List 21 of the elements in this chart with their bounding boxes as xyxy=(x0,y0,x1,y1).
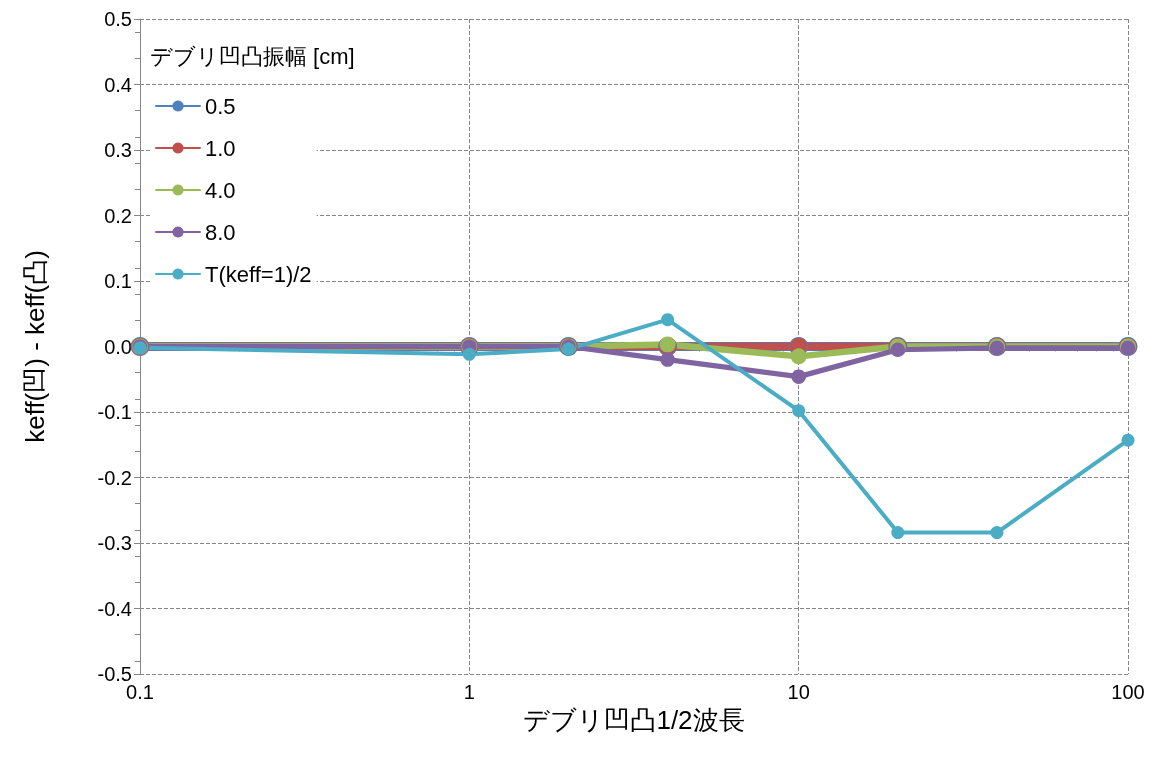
y-tick-label: 0.3 xyxy=(104,139,132,161)
y-tick-label: -0.2 xyxy=(97,466,132,489)
y-tick-label: 0.0 xyxy=(104,335,132,358)
y-tick-label: 0.1 xyxy=(104,270,132,292)
legend-label: 8.0 xyxy=(205,219,236,245)
y-tick-label: 0.4 xyxy=(104,73,132,96)
y-tick-label: -0.4 xyxy=(97,597,132,620)
legend-label: 1.0 xyxy=(205,135,236,161)
x-tick-label: 1 xyxy=(463,681,475,703)
y-axis-title: keff(凹) - keff(凸) xyxy=(20,250,50,443)
y-tick-label: 0.2 xyxy=(104,204,132,227)
x-tick-label: 10 xyxy=(787,681,810,703)
y-tick-label: -0.3 xyxy=(97,532,132,554)
legend-label: T(keff=1)/2 xyxy=(205,261,312,287)
x-tick-label: 100 xyxy=(1111,681,1145,703)
legend-label: 0.5 xyxy=(205,93,236,119)
legend-title: デブリ凹凸振幅 [cm] xyxy=(150,43,355,69)
y-tick-label: 0.5 xyxy=(104,8,132,30)
x-axis-title: デブリ凹凸1/2波長 xyxy=(523,704,745,735)
y-tick-label: -0.1 xyxy=(97,401,132,423)
legend-label: 4.0 xyxy=(205,177,236,203)
